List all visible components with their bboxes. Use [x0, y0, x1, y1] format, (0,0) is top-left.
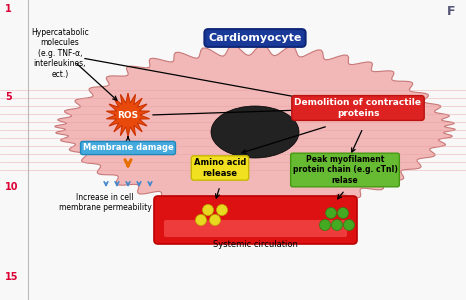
Text: Systemic circulation: Systemic circulation [212, 240, 297, 249]
Text: Amino acid
release: Amino acid release [194, 158, 246, 178]
Ellipse shape [211, 106, 299, 158]
Circle shape [331, 220, 343, 230]
Circle shape [337, 208, 349, 218]
Text: ROS: ROS [117, 110, 138, 119]
Circle shape [320, 220, 330, 230]
Circle shape [210, 214, 220, 226]
Text: Increase in cell
membrane permeability: Increase in cell membrane permeability [59, 193, 151, 212]
Text: Membrane damage: Membrane damage [82, 143, 173, 152]
Circle shape [343, 220, 355, 230]
Circle shape [196, 214, 206, 226]
Text: 1: 1 [5, 4, 12, 14]
Circle shape [203, 205, 213, 215]
Text: 10: 10 [5, 182, 19, 192]
Text: Demolition of contractile
proteins: Demolition of contractile proteins [295, 98, 422, 118]
Text: Cardiomyocyte: Cardiomyocyte [208, 33, 302, 43]
Circle shape [325, 208, 336, 218]
Polygon shape [55, 45, 455, 211]
Circle shape [217, 205, 227, 215]
Text: 15: 15 [5, 272, 19, 282]
Polygon shape [106, 93, 150, 137]
Text: Peak myofilament
protein chain (e.g. cTnI)
relase: Peak myofilament protein chain (e.g. cTn… [293, 155, 397, 185]
FancyBboxPatch shape [154, 196, 357, 244]
Text: F: F [446, 5, 455, 18]
Text: Hypercatabolic
molecules
(e.g. TNF-α,
interleukines,
ect.): Hypercatabolic molecules (e.g. TNF-α, in… [31, 28, 89, 79]
Text: 5: 5 [5, 92, 12, 102]
FancyBboxPatch shape [164, 220, 347, 237]
